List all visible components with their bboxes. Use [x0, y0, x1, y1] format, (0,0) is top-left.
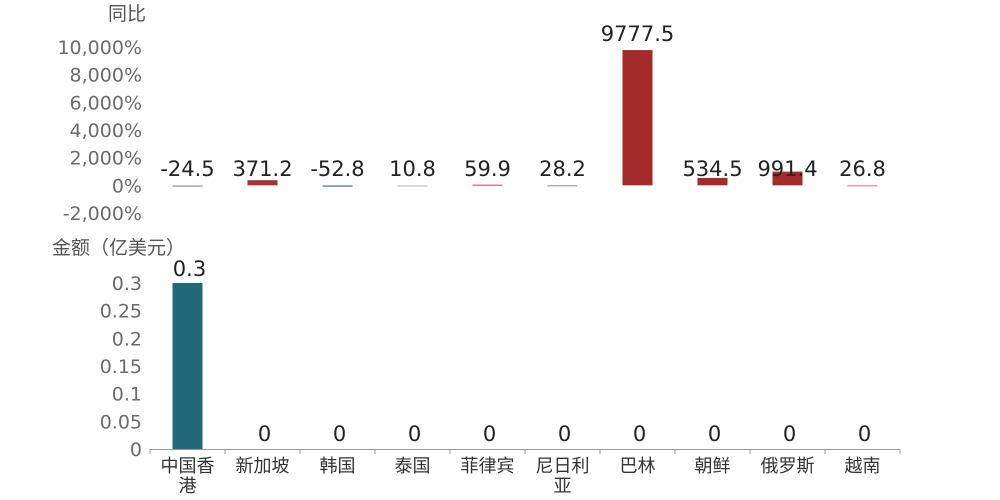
category-label: 尼日利亚	[536, 456, 590, 497]
yoy-tick-label: -2,000%	[63, 203, 142, 225]
category-label-line: 菲律宾	[461, 456, 515, 477]
yoy-bar	[772, 171, 803, 186]
yoy-bar	[322, 185, 353, 187]
category-label: 巴林	[620, 456, 656, 477]
category-label: 韩国	[320, 456, 356, 477]
amount-tick-label: 0.1	[112, 384, 142, 406]
yoy-data-label: 371.2	[232, 157, 292, 181]
yoy-data-label: -52.8	[310, 157, 364, 181]
amount-data-label: 0	[633, 422, 646, 446]
yoy-bar	[547, 184, 578, 187]
amount-data-label: 0	[408, 422, 421, 446]
amount-tick-label: 0.2	[112, 328, 142, 350]
yoy-bar	[247, 180, 278, 186]
category-label: 越南	[845, 456, 881, 477]
yoy-bar	[847, 184, 878, 187]
yoy-data-label: 10.8	[389, 157, 436, 181]
amount-data-label: 0.3	[173, 257, 206, 281]
amount-data-label: 0	[333, 422, 346, 446]
amount-panel: 金额（亿美元） 0 0.05 0.1 0.15 0.2 0.25 0.3 0.3 0 0 0 0 0 0 0 0…	[52, 237, 871, 461]
category-label-line: 巴林	[620, 456, 656, 477]
yoy-tick-label: 10,000%	[57, 37, 142, 59]
yoy-data-label: 28.2	[539, 157, 586, 181]
category-label-line: 俄罗斯	[761, 456, 815, 477]
category-label-line: 尼日利	[536, 456, 590, 477]
amount-data-label: 0	[483, 422, 496, 446]
yoy-tick-label: 8,000%	[70, 65, 142, 87]
yoy-bar	[172, 185, 203, 187]
category-label: 泰国	[395, 456, 431, 477]
amount-data-label: 0	[858, 422, 871, 446]
yoy-tick-label: 2,000%	[70, 148, 142, 170]
category-label: 俄罗斯	[761, 456, 815, 477]
amount-tick-label: 0	[130, 439, 142, 461]
category-label: 新加坡	[236, 456, 290, 477]
category-label-line: 泰国	[395, 456, 431, 477]
amount-bar	[172, 283, 203, 449]
yoy-bar	[697, 177, 728, 186]
amount-data-label: 0	[558, 422, 571, 446]
amount-tick-label: 0.3	[112, 273, 142, 295]
yoy-data-label: 9777.5	[601, 22, 674, 46]
category-label-line: 亚	[554, 476, 572, 497]
amount-data-label: 0	[258, 422, 271, 446]
yoy-bar	[472, 184, 503, 187]
category-label-line: 朝鲜	[695, 456, 731, 477]
yoy-tick-label: 0%	[112, 175, 142, 197]
category-label-line: 港	[179, 476, 197, 497]
category-label-line: 中国香	[161, 456, 215, 477]
category-label-line: 韩国	[320, 456, 356, 477]
amount-data-label: 0	[783, 422, 796, 446]
yoy-panel: 同比 -2,000% 0% 2,000% 4,000% 6,000% 8,000% 10,00…	[57, 3, 885, 225]
yoy-bar	[622, 50, 653, 186]
yoy-data-label: 991.4	[757, 157, 817, 181]
category-label: 菲律宾	[461, 456, 515, 477]
amount-tick-label: 0.15	[100, 356, 142, 378]
yoy-data-label: 534.5	[682, 157, 742, 181]
amount-data-label: 0	[708, 422, 721, 446]
yoy-data-label: 59.9	[464, 157, 511, 181]
amount-axis-title: 金额（亿美元）	[52, 237, 185, 259]
yoy-tick-label: 4,000%	[70, 120, 142, 142]
yoy-data-label: 26.8	[839, 157, 886, 181]
yoy-data-label: -24.5	[160, 157, 214, 181]
category-label: 朝鲜	[695, 456, 731, 477]
amount-tick-label: 0.25	[100, 301, 142, 323]
category-label-line: 新加坡	[236, 456, 290, 477]
amount-tick-label: 0.05	[100, 411, 142, 433]
category-label-line: 越南	[845, 456, 881, 477]
yoy-tick-label: 6,000%	[70, 92, 142, 114]
category-label: 中国香港	[161, 456, 215, 497]
yoy-bar	[397, 185, 428, 187]
yoy-axis-title: 同比	[108, 3, 146, 25]
